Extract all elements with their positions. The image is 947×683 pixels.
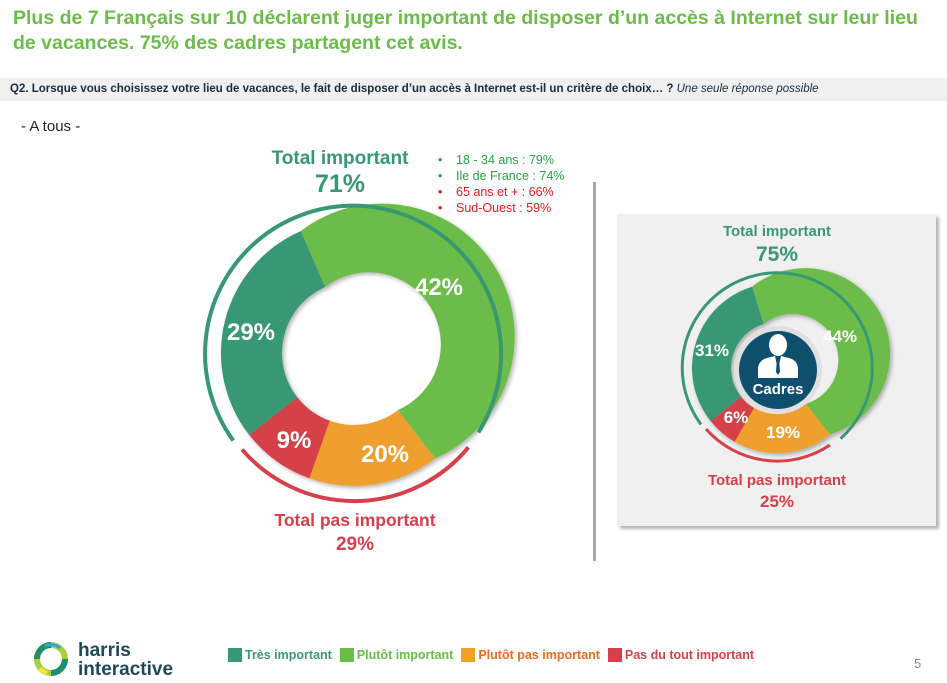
question: Q2. Lorsque vous choisissez votre lieu d… <box>10 83 819 95</box>
legend-swatch <box>461 648 476 662</box>
right-value-plutot-pas: 19% <box>766 423 800 442</box>
legend-label: Pas du tout important <box>624 648 755 662</box>
right-total-pas-important-label: Total pas important <box>707 472 847 489</box>
right-segment-plutot-pas-important <box>734 403 831 454</box>
legend-label: Plutôt important <box>356 648 454 662</box>
right-segment-tres-important <box>692 286 764 421</box>
right-segment-pas-du-tout-important <box>710 396 755 442</box>
bullet-65-plus: 65 ans et + : 66% <box>438 184 564 200</box>
harris-logo-icon <box>34 642 68 676</box>
population-subtitle: - A tous - <box>21 118 81 135</box>
right-pas-important-arc <box>704 428 831 463</box>
left-total-important-value: 71% <box>314 170 366 198</box>
legend-swatch <box>339 648 354 662</box>
subgroup-highlights: 18 - 34 ans : 79% Ile de France : 74% 65… <box>438 152 564 216</box>
left-segment-plutot-pas-important <box>309 410 436 486</box>
left-value-pas-du-tout: 9% <box>277 427 312 454</box>
right-total-important-label: Total important <box>722 223 832 240</box>
question-text: Lorsque vous choisissez votre lieu de va… <box>31 83 674 95</box>
right-total-pas-important-value: 25% <box>759 492 795 511</box>
left-value-plutot: 42% <box>415 274 463 301</box>
left-value-plutot-pas: 20% <box>361 441 409 468</box>
legend-label: Plutôt pas important <box>478 648 600 662</box>
page-number: 5 <box>914 656 922 671</box>
left-donut <box>220 203 515 486</box>
left-total-important-label: Total important <box>271 148 409 169</box>
left-segment-tres-important <box>220 231 326 435</box>
question-bar: Q2. Lorsque vous choisissez votre lieu d… <box>0 78 947 101</box>
left-value-tres: 29% <box>227 319 275 346</box>
left-segment-pas-du-tout-important <box>249 397 330 479</box>
right-value-plutot: 44% <box>823 327 857 346</box>
brand-line-1: harris <box>78 640 131 661</box>
legend-item-plutot-important: Plutôt important <box>339 648 454 662</box>
bullet-ile-de-france: Ile de France : 74% <box>438 168 564 184</box>
legend-item-tres-important: Très important <box>228 648 332 662</box>
left-important-arc <box>203 203 504 442</box>
cadres-center-label: Cadres <box>753 381 804 398</box>
right-segment-plutot-important <box>752 268 891 435</box>
legend-label: Très important <box>245 648 332 662</box>
right-donut <box>692 268 891 454</box>
harris-interactive-logo: harris interactive <box>78 641 173 679</box>
legend-item-pas-du-tout-important: Pas du tout important <box>607 648 755 662</box>
brand-line-2: interactive <box>78 659 174 680</box>
bullet-18-34: 18 - 34 ans : 79% <box>438 152 564 168</box>
left-pas-important-arc <box>240 446 470 504</box>
chart-legend: Très important Plutôt important Plutôt p… <box>228 648 762 662</box>
question-label: Q2. <box>10 83 29 95</box>
slide-title: Plus de 7 Français sur 10 déclarent juge… <box>13 7 918 54</box>
bullet-sud-ouest: Sud-Ouest : 59% <box>438 200 564 216</box>
vertical-divider <box>593 182 596 561</box>
question-note: Une seule réponse possible <box>676 83 819 95</box>
businessman-icon <box>758 334 798 378</box>
right-value-tres: 31% <box>695 341 729 360</box>
left-segment-plutot-important <box>300 203 515 459</box>
left-total-pas-important-value: 29% <box>335 534 375 555</box>
right-value-pas-du-tout: 6% <box>724 408 749 427</box>
legend-swatch <box>228 648 242 662</box>
left-total-pas-important-label: Total pas important <box>274 510 436 530</box>
right-important-arc <box>680 271 874 440</box>
legend-item-plutot-pas-important: Plutôt pas important <box>461 648 600 662</box>
legend-swatch <box>607 648 622 662</box>
right-total-important-value: 75% <box>755 243 799 266</box>
